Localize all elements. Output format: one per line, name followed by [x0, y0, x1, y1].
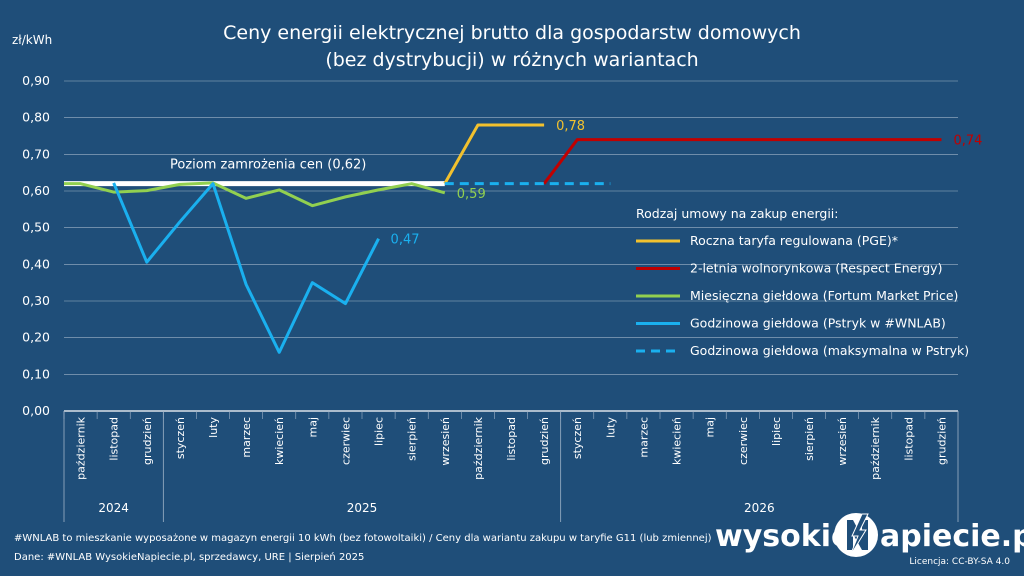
x-tick-label: maj	[704, 417, 717, 438]
x-tick-label: marzec	[240, 417, 253, 458]
data-labels: 0,78 0,74 0,59 0,47	[391, 119, 983, 248]
x-tick-label: listopad	[902, 417, 915, 461]
x-tick-label: październik	[75, 416, 88, 479]
logo: wysokie apiecie.pl	[715, 513, 1024, 557]
footer-note: #WNLAB to mieszkanie wyposażone w magazy…	[14, 533, 712, 544]
year-label: 2025	[347, 501, 378, 515]
x-tick-label: styczeń	[174, 417, 187, 459]
logo-text-left: wysokie	[715, 519, 851, 554]
legend-item: 2-letnia wolnorynkowa (Respect Energy)	[690, 261, 942, 276]
legend-item: Godzinowa giełdowa (maksymalna w Pstryk)	[690, 343, 969, 358]
y-tick-label: 0,10	[22, 366, 50, 381]
series-line-0	[443, 123, 545, 185]
x-tick-label: maj	[306, 417, 319, 438]
footer-source: Dane: #WNLAB WysokieNapiecie.pl, sprzeda…	[14, 551, 364, 563]
y-tick-label: 0,80	[22, 110, 50, 125]
x-tick-label: kwiecień	[671, 417, 684, 465]
legend-title: Rodzaj umowy na zakup energii:	[636, 206, 839, 221]
y-tick-label: 0,40	[22, 256, 50, 271]
series-lines	[64, 123, 942, 354]
x-axis: październik listopad grudzień styczeń luty ma…	[63, 411, 959, 522]
x-tick-label: listopad	[108, 417, 121, 461]
logo-text-right: apiecie.pl	[880, 519, 1024, 554]
x-tick-label: październik	[869, 416, 882, 479]
freeze-label: Poziom zamrożenia cen (0,62)	[170, 158, 366, 173]
license-text: Licencja: CC-BY-SA 4.0	[909, 557, 1010, 567]
data-label: 0,74	[953, 134, 982, 149]
x-tick-label: sierpień	[406, 417, 419, 461]
y-tick-label: 0,70	[22, 146, 50, 161]
grid-lines	[64, 80, 958, 412]
x-tick-label: czerwiec	[339, 417, 352, 465]
y-tick-label: 0,20	[22, 330, 50, 345]
x-tick-label: styczeń	[571, 417, 584, 459]
year-label: 2026	[744, 501, 775, 515]
x-tick-label: lipiec	[373, 417, 386, 446]
x-tick-label: październik	[472, 416, 485, 479]
logo-n-icon	[834, 513, 878, 557]
y-tick-label: 0,30	[22, 293, 50, 308]
y-axis-ticks: 0,00 0,10 0,20 0,30 0,40 0,50 0,60 0,70 0,80 0,90	[22, 73, 50, 418]
x-tick-label: luty	[604, 417, 617, 438]
legend-item: Roczna taryfa regulowana (PGE)*	[690, 233, 898, 248]
y-tick-label: 0,90	[22, 73, 50, 88]
y-axis-unit: zł/kWh	[12, 33, 52, 47]
chart-title-line-2: (bez dystrybucji) w różnych wariantach	[325, 49, 698, 71]
x-tick-label: wrzesień	[836, 417, 849, 466]
series-line-3	[112, 182, 380, 354]
x-tick-label: grudzień	[935, 417, 948, 465]
x-tick-label: marzec	[637, 417, 650, 458]
y-tick-label: 0,50	[22, 220, 50, 235]
x-tick-label: kwiecień	[273, 417, 286, 465]
x-tick-label: wrzesień	[439, 417, 452, 466]
x-tick-label: lipiec	[770, 417, 783, 446]
x-tick-label: luty	[207, 417, 220, 438]
x-tick-label: grudzień	[538, 417, 551, 465]
legend: Rodzaj umowy na zakup energii: Roczna ta…	[636, 206, 969, 358]
series-line-2	[64, 181, 446, 208]
year-label: 2024	[98, 501, 129, 515]
freeze-level: Poziom zamrożenia cen (0,62)	[64, 158, 445, 187]
x-tick-label: grudzień	[141, 417, 154, 465]
data-label: 0,47	[391, 233, 420, 248]
legend-item: Godzinowa giełdowa (Pstryk w #WNLAB)	[690, 316, 946, 331]
x-tick-label: czerwiec	[737, 417, 750, 465]
series-line-1	[542, 138, 942, 185]
data-label: 0,59	[457, 187, 486, 202]
chart-title-line-1: Ceny energii elektrycznej brutto dla gos…	[223, 22, 801, 44]
y-tick-label: 0,60	[22, 183, 50, 198]
x-tick-label: listopad	[505, 417, 518, 461]
y-tick-label: 0,00	[22, 403, 50, 418]
x-tick-label: sierpień	[803, 417, 816, 461]
data-label: 0,78	[556, 119, 585, 134]
legend-item: Miesięczna giełdowa (Fortum Market Price…	[690, 288, 958, 303]
